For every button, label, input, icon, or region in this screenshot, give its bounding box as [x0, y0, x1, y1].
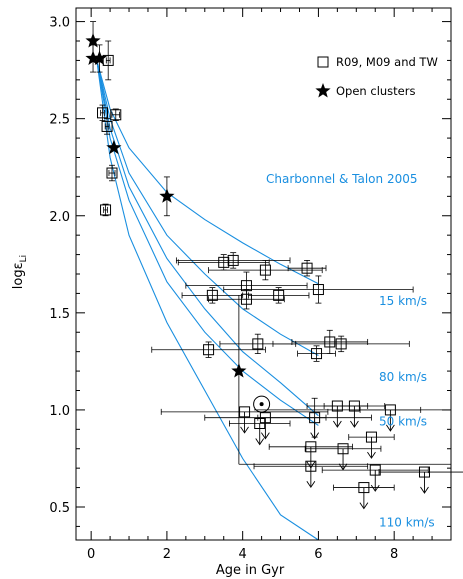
field-star-marker: [358, 482, 370, 494]
upper-limit-arrowhead: [350, 420, 359, 428]
upper-limit-arrowhead: [310, 432, 320, 440]
field-star-marker: [252, 338, 264, 350]
x-axis-label: Age in Gyr: [216, 563, 285, 578]
y-tick-label: 2.5: [49, 113, 70, 128]
model-curve: [96, 60, 319, 426]
model-curve: [96, 60, 319, 541]
y-tick-label: 1.5: [49, 307, 70, 322]
field-star-marker: [227, 254, 239, 266]
legend-square-marker: [317, 56, 329, 68]
field-star-marker: [337, 443, 349, 455]
field-star-marker: [324, 336, 336, 348]
legend: R09, M09 and TW Open clusters: [315, 55, 438, 98]
field-star-marker: [335, 338, 347, 350]
legend-star-marker: [315, 83, 331, 98]
field-star-marker: [101, 120, 113, 132]
field-star-marker: [218, 256, 230, 268]
field-star-marker: [365, 431, 377, 443]
field-star-marker: [311, 348, 323, 360]
open-cluster-marker: [231, 363, 247, 378]
field-star-marker: [206, 289, 218, 301]
y-tick-label: 0.5: [49, 501, 70, 516]
upper-limit-arrowhead: [367, 451, 376, 459]
axes-layer: 0 2 4 6 8 0.5 1.0 1.5 2.0 2.5 3.0: [49, 7, 452, 562]
field-star-marker: [309, 412, 321, 424]
field-star-marker: [240, 293, 252, 305]
y-tick-label: 1.0: [49, 404, 70, 419]
field-star-marker: [102, 54, 114, 66]
field-star-marker: [110, 109, 122, 121]
field-star-marker: [305, 460, 317, 472]
field-star-marker: [106, 167, 118, 179]
svg-text:logεLi: logεLi: [11, 255, 29, 289]
y-axis-label-main: logε: [11, 262, 26, 289]
open-cluster-marker: [91, 50, 108, 65]
x-tick-label: 8: [390, 547, 398, 562]
y-axis-label-sub: Li: [19, 255, 29, 263]
curve-label: 15 km/s: [379, 294, 427, 308]
upper-limit-arrowhead: [261, 432, 270, 440]
open-cluster-marker: [159, 188, 175, 203]
x-tick-label: 6: [314, 547, 322, 562]
x-tick-label: 4: [239, 547, 247, 562]
x-tick-label: 2: [163, 547, 171, 562]
field-star-marker: [305, 441, 317, 453]
legend-label-open-clusters: Open clusters: [336, 84, 415, 98]
points-layer: [85, 21, 463, 510]
curve-label: 110 km/s: [379, 515, 435, 529]
upper-limit-arrowhead: [240, 426, 249, 434]
field-star-marker: [239, 406, 251, 418]
curve-labels: 15 km/s 80 km/s 50 km/s 110 km/s: [379, 294, 435, 529]
upper-limit-arrowhead: [332, 420, 342, 428]
y-tick-label: 2.0: [49, 210, 70, 225]
model-curve: [96, 60, 319, 356]
field-star-marker: [97, 107, 109, 119]
model-label: Charbonnel & Talon 2005: [266, 172, 417, 186]
upper-limit-arrowhead: [420, 486, 429, 494]
field-star-marker: [254, 418, 266, 430]
legend-label-field-stars: R09, M09 and TW: [336, 55, 438, 69]
x-tick-label: 0: [87, 547, 95, 562]
upper-limit-arrowhead: [370, 484, 380, 492]
field-star-marker: [418, 466, 430, 478]
upper-limit-arrowhead: [359, 502, 369, 510]
sun-dot: [259, 402, 264, 407]
field-star-marker: [312, 284, 324, 296]
field-star-marker: [203, 344, 215, 356]
upper-limit-arrowhead: [306, 480, 316, 489]
upper-limit-arrowhead: [255, 438, 265, 446]
field-star-marker: [100, 204, 112, 216]
open-cluster-marker: [85, 33, 101, 48]
y-tick-label: 3.0: [49, 16, 70, 31]
upper-limit-arrowhead: [386, 424, 395, 432]
y-axis-label: logεLi: [11, 255, 29, 289]
field-star-marker: [369, 464, 381, 476]
curve-label: 80 km/s: [379, 370, 427, 384]
field-star-marker: [301, 262, 313, 274]
field-star-marker: [348, 400, 360, 412]
curve-label: 50 km/s: [379, 414, 427, 428]
field-star-marker: [273, 289, 285, 301]
field-star-marker: [259, 264, 271, 276]
field-star-marker: [384, 404, 396, 416]
open-cluster-marker: [106, 139, 122, 155]
open-cluster-marker: [85, 50, 101, 65]
